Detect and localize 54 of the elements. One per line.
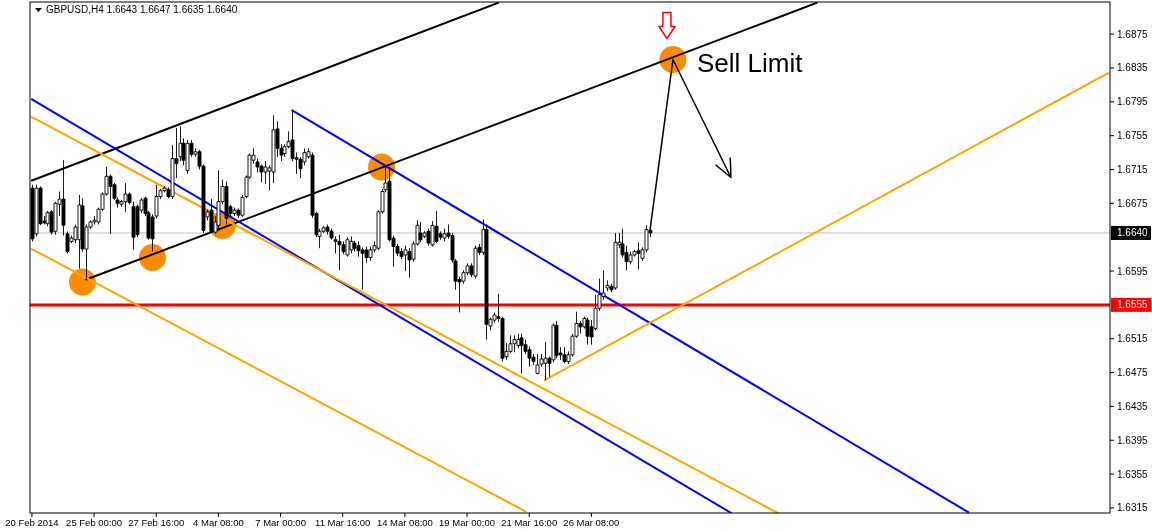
- y-tick-label: 1.6835: [1117, 62, 1149, 74]
- candlestick: [209, 198, 214, 234]
- candlestick: [216, 169, 221, 230]
- y-tick-label: 1.6875: [1117, 28, 1149, 40]
- x-tick-label: 4 Mar 08:00: [193, 517, 244, 528]
- candlestick: [543, 341, 548, 381]
- candlestick: [636, 241, 641, 270]
- candlestick: [232, 207, 237, 217]
- candlestick: [473, 245, 478, 280]
- x-tick-label: 25 Feb 00:00: [66, 517, 123, 528]
- candlestick: [224, 180, 229, 225]
- y-tick-label: 1.6515: [1117, 333, 1149, 345]
- candlestick: [349, 235, 354, 254]
- candlestick: [512, 334, 517, 353]
- y-tick-label: 1.6315: [1117, 502, 1149, 514]
- y-tick-label: 1.6795: [1117, 96, 1149, 108]
- y-tick-label: 1.6395: [1117, 434, 1149, 446]
- x-tick-label: 14 Mar 08:00: [376, 517, 433, 528]
- candlestick: [613, 232, 618, 291]
- candlestick: [34, 184, 39, 237]
- candlestick: [185, 139, 190, 175]
- ref-line-label: 1.6555: [1117, 299, 1149, 311]
- candlestick: [259, 163, 264, 183]
- ref-line-label: 1.6640: [1117, 227, 1149, 239]
- x-tick-label: 27 Feb 16:00: [128, 517, 185, 528]
- candlestick: [554, 320, 559, 359]
- y-tick-label: 1.6715: [1117, 164, 1149, 176]
- y-tick-label: 1.6675: [1117, 197, 1149, 209]
- chart-title: GBPUSD,H4 1.6643 1.6647 1.6635 1.6640: [46, 4, 238, 15]
- x-tick-label: 20 Feb 2014: [5, 517, 59, 528]
- x-tick-label: 11 Mar 16:00: [315, 517, 371, 528]
- y-tick-label: 1.6355: [1117, 468, 1149, 480]
- candlestick: [418, 221, 423, 243]
- annotation: Sell Limit: [696, 47, 804, 78]
- x-tick-label: 19 Mar 00:00: [439, 517, 496, 528]
- candlestick: [345, 236, 350, 258]
- candlestick: [352, 240, 357, 253]
- candlestick: [562, 346, 567, 364]
- candlestick: [442, 228, 447, 242]
- y-tick-label: 1.6755: [1117, 130, 1149, 142]
- candlestick: [337, 234, 342, 271]
- candlestick: [434, 210, 439, 244]
- y-tick-label: 1.6435: [1117, 400, 1149, 412]
- candlestick: [585, 317, 590, 346]
- x-tick-label: 7 Mar 00:00: [255, 517, 306, 528]
- y-tick-label: 1.6475: [1117, 367, 1149, 379]
- y-tick-label: 1.6595: [1117, 265, 1149, 277]
- candlestick: [123, 182, 128, 213]
- candlestick: [325, 224, 330, 236]
- candlestick: [519, 333, 524, 374]
- candlestick: [535, 353, 540, 375]
- x-tick-label: 21 Mar 16:00: [501, 517, 558, 528]
- x-tick-label: 26 Mar 08:00: [563, 517, 620, 528]
- candlestick: [77, 194, 82, 269]
